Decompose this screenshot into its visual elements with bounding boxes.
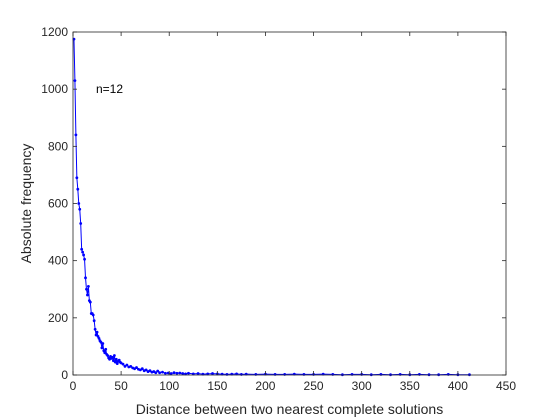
y-tick-label: 400 [48, 254, 68, 268]
data-point [85, 287, 88, 291]
data-point [97, 337, 101, 340]
x-tick-label: 300 [352, 379, 372, 393]
data-point [91, 313, 95, 317]
x-tick-label: 100 [159, 379, 179, 393]
data-point [254, 373, 258, 376]
data-point [82, 253, 85, 257]
y-tick-label: 1200 [41, 25, 68, 39]
data-point [77, 202, 81, 205]
data-point [211, 372, 214, 375]
data-point [172, 371, 176, 375]
data-point [156, 369, 160, 373]
data-point [111, 355, 114, 359]
x-tick-label: 0 [70, 379, 77, 393]
data-point [187, 371, 190, 375]
data-point [93, 327, 97, 331]
data-point [235, 372, 238, 376]
data-point [379, 373, 383, 376]
data-point [92, 319, 96, 323]
data-point [84, 276, 87, 280]
data-point [302, 373, 306, 376]
data-point [121, 362, 125, 366]
data-point [169, 372, 173, 375]
data-point [144, 368, 148, 372]
data-point [76, 187, 80, 191]
data-point [350, 373, 354, 376]
x-tick-label: 250 [304, 379, 324, 393]
data-point [148, 369, 152, 373]
data-point [101, 342, 105, 345]
data-point [83, 257, 86, 261]
data-point [86, 293, 89, 297]
data-point [75, 176, 79, 180]
data-point [99, 340, 103, 344]
data-point [135, 366, 138, 369]
data-point [206, 372, 210, 376]
data-point [79, 222, 83, 225]
data-point [114, 357, 118, 361]
data-point [140, 367, 144, 371]
data-point [181, 372, 185, 375]
data-point [94, 333, 98, 337]
y-tick-label: 600 [48, 197, 68, 211]
data-point [112, 354, 116, 357]
data-point [273, 373, 277, 376]
data-point [100, 346, 104, 350]
data-point [163, 371, 167, 375]
data-point [161, 370, 164, 374]
data-point [129, 365, 133, 368]
data-point [87, 284, 90, 288]
y-tick-label: 800 [48, 139, 68, 153]
data-point [103, 351, 107, 355]
data-point [196, 372, 200, 375]
data-point [418, 373, 421, 376]
data-point [154, 371, 158, 375]
data-point [331, 373, 335, 376]
data-point [74, 133, 78, 137]
x-tick-label: 150 [207, 379, 227, 393]
plot-area [73, 32, 506, 375]
data-point [123, 365, 127, 368]
data-point [125, 363, 129, 367]
x-tick-label: 400 [448, 379, 468, 393]
y-tick-label: 200 [48, 311, 68, 325]
x-tick-label: 200 [255, 379, 275, 393]
ticks-layer: 0 50 100 150 200 250 300 350 400 450 0 200 400 600 800… [41, 25, 516, 393]
data-point [113, 360, 117, 364]
data-point [191, 372, 195, 376]
x-axis-label: Distance between two nearest complete so… [136, 401, 443, 417]
data-point [158, 371, 162, 375]
data-point [178, 371, 182, 375]
annotation-n: n=12 [96, 82, 123, 96]
data-point [88, 300, 92, 304]
data-point [446, 373, 450, 376]
data-point [175, 371, 179, 375]
data-point [80, 247, 84, 251]
data-point [81, 250, 85, 254]
data-point [398, 373, 402, 376]
y-tick-label: 1000 [41, 82, 68, 96]
data-point [112, 359, 115, 363]
x-tick-label: 450 [496, 379, 516, 393]
data-point [106, 354, 110, 357]
data-point [78, 207, 82, 211]
data-point [184, 372, 187, 376]
data-point [225, 373, 229, 376]
data-point [283, 373, 287, 376]
data-point [104, 347, 108, 351]
data-point [73, 79, 77, 82]
y-tick-label: 0 [61, 368, 68, 382]
data-point [95, 330, 99, 334]
data-point [239, 373, 243, 376]
x-tick-label: 350 [400, 379, 420, 393]
data-point [115, 362, 119, 365]
x-tick-label: 50 [114, 379, 128, 393]
y-axis-label: Absolute frequency [18, 144, 34, 264]
